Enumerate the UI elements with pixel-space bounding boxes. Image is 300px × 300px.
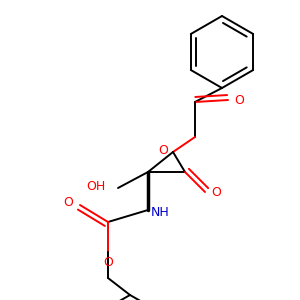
Text: O: O (211, 185, 221, 199)
Text: O: O (63, 196, 73, 209)
Text: NH: NH (151, 206, 169, 218)
Text: OH: OH (86, 179, 106, 193)
Text: O: O (103, 256, 113, 268)
Text: O: O (158, 143, 168, 157)
Text: O: O (234, 94, 244, 106)
